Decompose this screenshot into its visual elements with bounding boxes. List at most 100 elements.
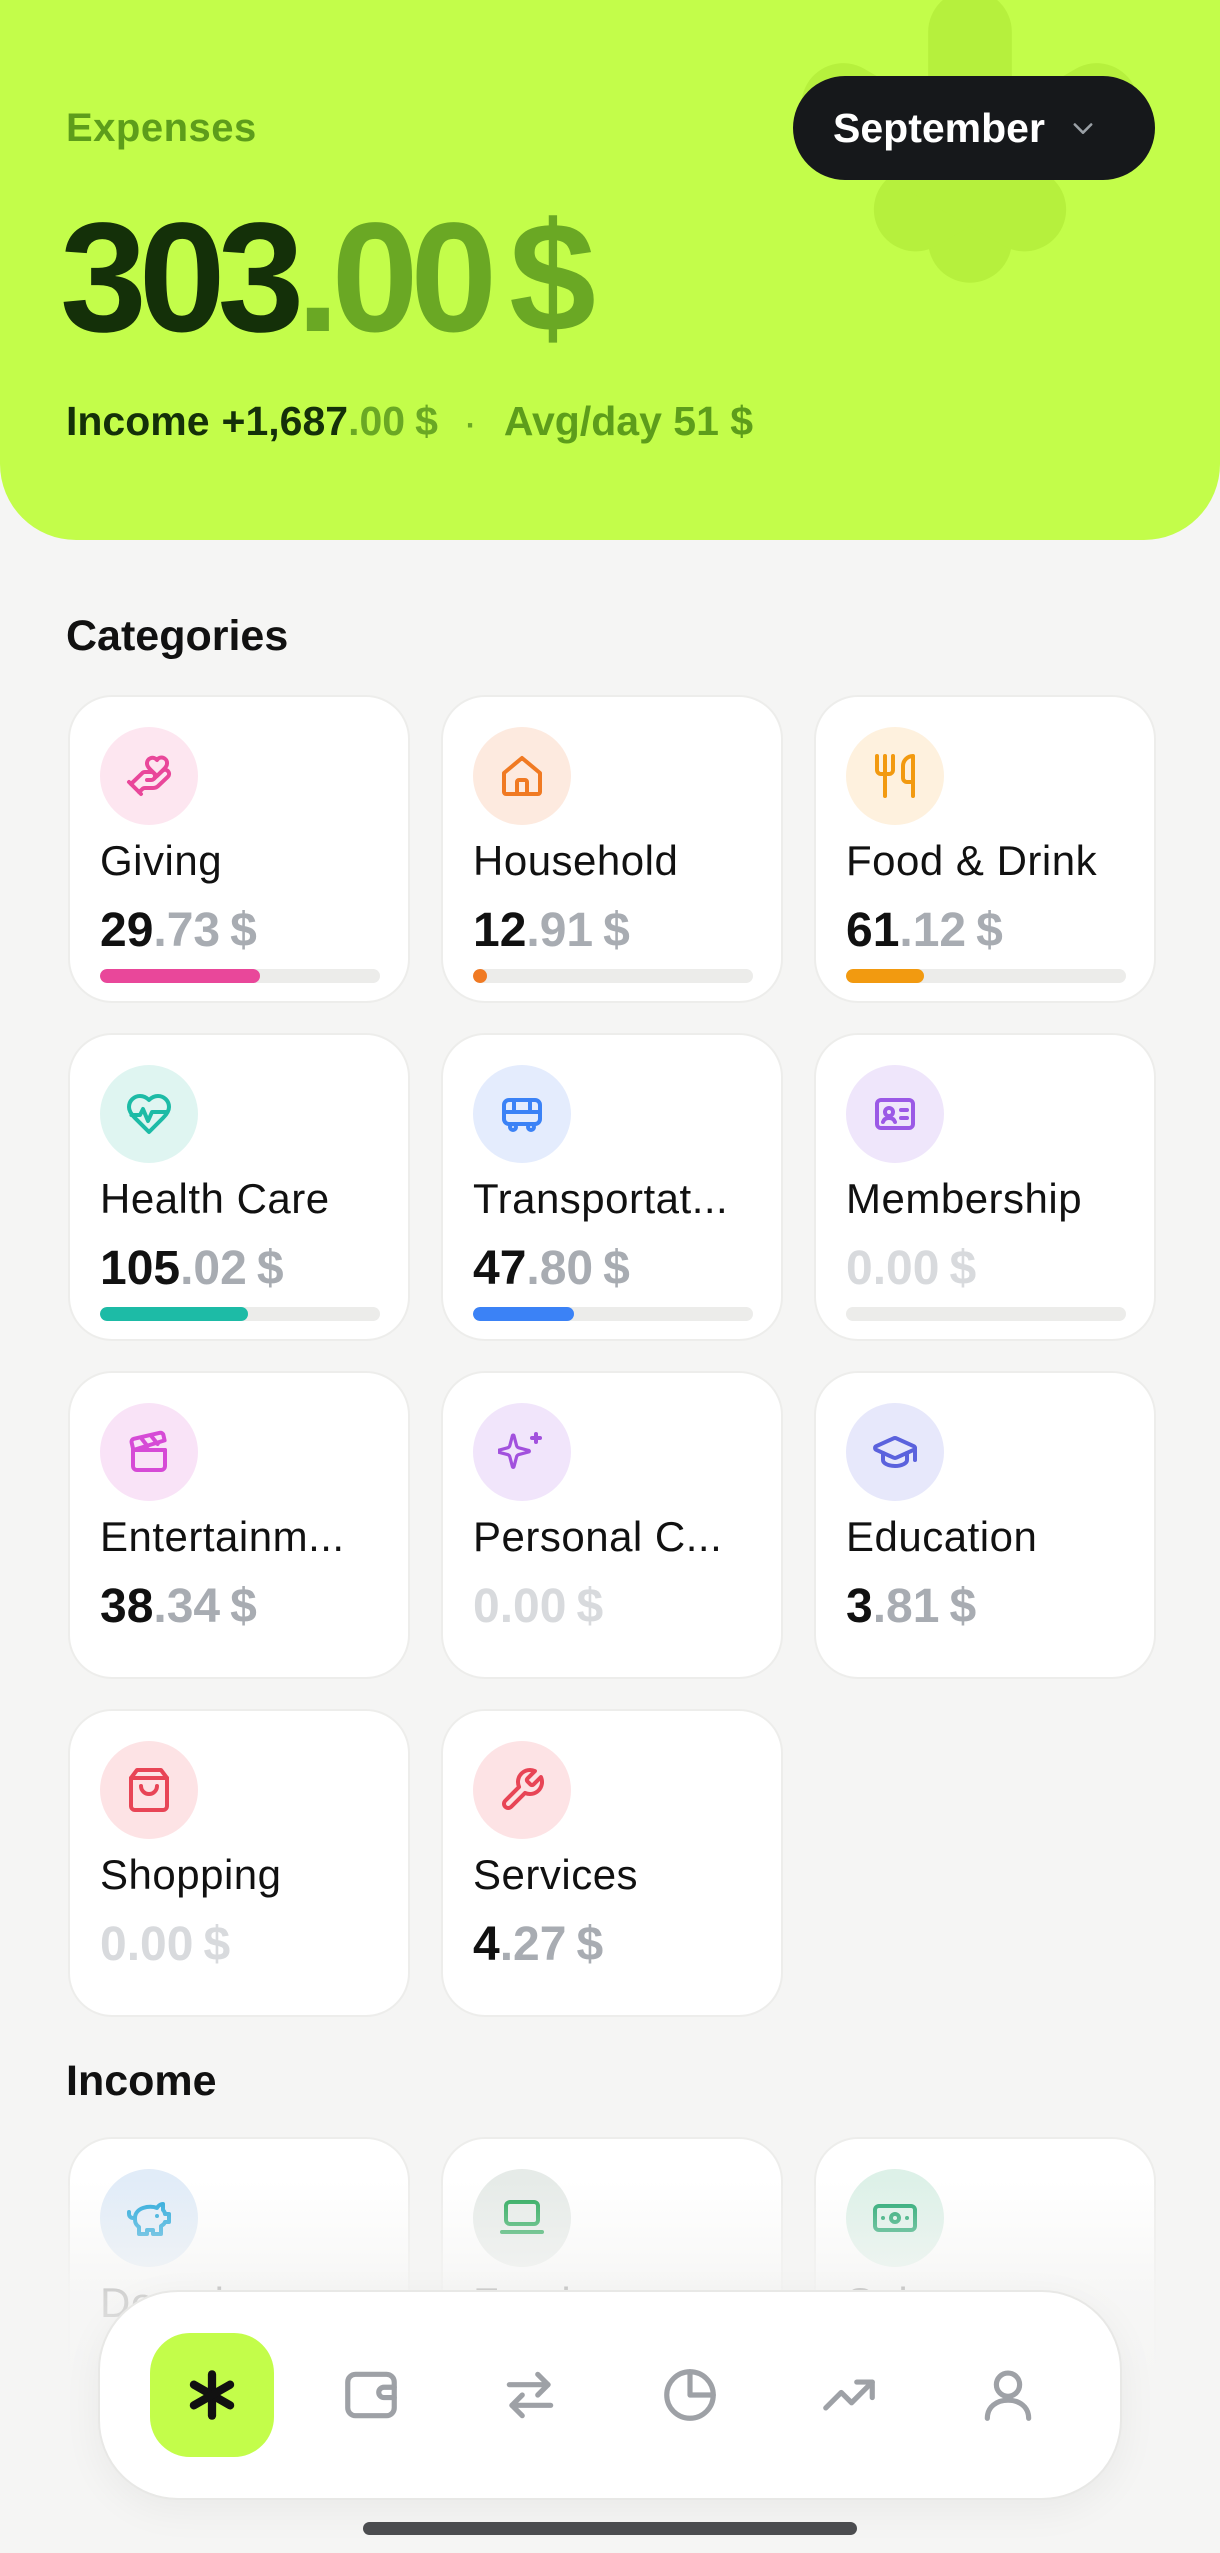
separator-dot: · <box>465 409 476 442</box>
summary-row: Income +1,687 .00 $ · Avg/day 51 $ <box>66 398 753 445</box>
wallet-icon <box>345 2371 398 2419</box>
home-icon <box>502 756 542 796</box>
user-icon <box>984 2370 1032 2421</box>
amount-integer: 105 <box>100 1242 181 1295</box>
month-selector-button[interactable]: September <box>793 76 1155 180</box>
category-name: Education <box>846 1513 1038 1560</box>
progress-fill <box>100 969 260 983</box>
heart-hand-icon <box>127 755 172 796</box>
total-decimals: .00 <box>296 191 497 365</box>
amount-decimals: .12 <box>899 904 967 957</box>
amount-decimals: .00 <box>872 1242 940 1295</box>
category-icon-badge <box>846 1065 944 1163</box>
tab-transfers[interactable] <box>468 2333 592 2457</box>
amount-currency: $ <box>576 1918 604 1971</box>
amount-decimals: .34 <box>153 1580 221 1633</box>
income-integer: +1,687 <box>221 398 349 444</box>
category-amount: 0.00 $ <box>473 1579 603 1634</box>
category-card[interactable]: Education 3.81 $ <box>814 1371 1156 1679</box>
asterisk-icon <box>189 2370 235 2420</box>
category-card[interactable]: Services 4.27 $ <box>441 1709 783 2017</box>
chevron-down-icon <box>1073 123 1093 134</box>
category-card[interactable]: Transportat... 47.80 $ <box>441 1033 783 1341</box>
trending-up-icon <box>822 2379 875 2411</box>
category-amount: 47.80 $ <box>473 1241 630 1296</box>
category-icon-badge <box>473 1065 571 1163</box>
category-amount: 38.34 $ <box>100 1579 257 1634</box>
category-icon-badge <box>846 1403 944 1501</box>
total-currency: $ <box>509 191 596 365</box>
amount-currency: $ <box>949 1242 977 1295</box>
category-icon-badge <box>473 727 571 825</box>
graduation-cap-icon <box>873 1436 917 1468</box>
progress-fill <box>846 969 925 983</box>
category-progress-bar <box>473 1307 753 1321</box>
arrows-icon <box>507 2371 554 2419</box>
amount-integer: 61 <box>846 904 900 957</box>
category-card[interactable]: Giving 29.73 $ <box>68 695 410 1003</box>
category-card[interactable]: Personal C... 0.00 $ <box>441 1371 783 1679</box>
amount-decimals: .27 <box>499 1918 567 1971</box>
amount-integer: 38 <box>100 1580 154 1633</box>
home-indicator <box>363 2522 857 2535</box>
category-name: Health Care <box>100 1175 330 1222</box>
amount-currency: $ <box>949 1580 977 1633</box>
tab-wallet[interactable] <box>309 2333 433 2457</box>
income-decimals: .00 <box>348 398 406 444</box>
bus-icon <box>502 1098 542 1132</box>
asterisk-watermark-icon <box>801 0 1139 283</box>
amount-decimals: .00 <box>499 1580 567 1633</box>
amount-integer: 47 <box>473 1242 527 1295</box>
shopping-bag-icon <box>129 1768 169 1812</box>
pie-chart-icon <box>663 2369 716 2421</box>
tab-profile[interactable] <box>946 2333 1070 2457</box>
category-card[interactable]: Shopping 0.00 $ <box>68 1709 410 2017</box>
category-progress-bar <box>473 969 753 983</box>
heart-pulse-icon <box>127 1094 171 1134</box>
wrench-icon <box>502 1768 544 1810</box>
amount-integer: 0 <box>473 1580 500 1633</box>
category-icon-badge <box>473 1741 571 1839</box>
category-icon-badge <box>100 1741 198 1839</box>
category-name: Household <box>473 837 679 884</box>
tab-reports[interactable] <box>628 2333 752 2457</box>
category-name: Transportat... <box>473 1175 729 1222</box>
amount-integer: 4 <box>473 1918 500 1971</box>
amount-integer: 0 <box>100 1918 127 1971</box>
id-card-icon <box>875 1098 915 1130</box>
category-progress-bar <box>846 969 1126 983</box>
amount-decimals: .80 <box>526 1242 594 1295</box>
tab-bar <box>98 2290 1122 2500</box>
category-amount: 0.00 $ <box>846 1241 976 1296</box>
progress-fill <box>100 1307 249 1321</box>
amount-integer: 3 <box>846 1580 873 1633</box>
utensils-icon <box>875 754 915 798</box>
category-name: Shopping <box>100 1851 282 1898</box>
total-integer: 303 <box>60 191 304 365</box>
clapper-icon <box>129 1430 167 1472</box>
category-progress-bar <box>100 1307 380 1321</box>
category-amount: 105.02 $ <box>100 1241 284 1296</box>
amount-currency: $ <box>230 904 257 957</box>
category-name: Food & Drink <box>846 837 1098 884</box>
amount-currency: $ <box>576 1580 604 1633</box>
category-icon-badge <box>100 1065 198 1163</box>
amount-integer: 29 <box>100 904 154 957</box>
category-name: Entertainm... <box>100 1513 345 1560</box>
category-card[interactable]: Food & Drink 61.12 $ <box>814 695 1156 1003</box>
category-icon-badge <box>473 1403 571 1501</box>
amount-decimals: .00 <box>126 1918 194 1971</box>
amount-decimals: .91 <box>526 904 594 957</box>
category-amount: 0.00 $ <box>100 1917 230 1972</box>
income-title: Income <box>66 2057 217 2105</box>
category-card[interactable]: Health Care 105.02 $ <box>68 1033 410 1341</box>
progress-fill <box>473 1307 574 1321</box>
category-card[interactable]: Entertainm... 38.34 $ <box>68 1371 410 1679</box>
category-icon-badge <box>100 1403 198 1501</box>
tab-home[interactable] <box>150 2333 274 2457</box>
category-card[interactable]: Household 12.91 $ <box>441 695 783 1003</box>
tab-trends[interactable] <box>787 2333 911 2457</box>
amount-integer: 12 <box>473 904 527 957</box>
category-card[interactable]: Membership 0.00 $ <box>814 1033 1156 1341</box>
amount-currency: $ <box>203 1918 231 1971</box>
